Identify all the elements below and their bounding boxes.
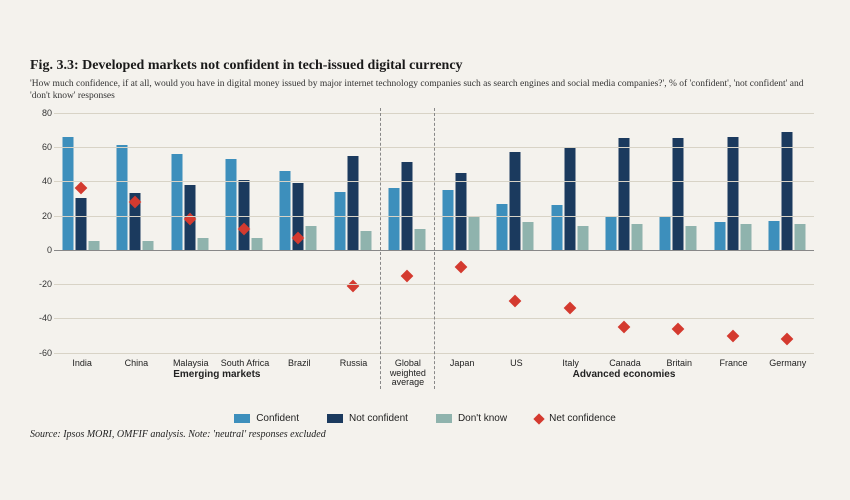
category-group: Italy xyxy=(543,113,597,353)
x-axis-label: Germany xyxy=(760,359,816,369)
category-group: Germany xyxy=(760,113,814,353)
section-divider xyxy=(380,108,381,389)
legend-label: Not confident xyxy=(349,413,408,424)
legend-item-not-confident: Not confident xyxy=(327,413,408,424)
net-marker xyxy=(400,269,413,282)
legend-item-net: Net confidence xyxy=(535,413,616,424)
figure-source: Source: Ipsos MORI, OMFIF analysis. Note… xyxy=(30,429,326,440)
net-marker xyxy=(726,329,739,342)
y-axis-label: 0 xyxy=(30,245,52,255)
category-group: Russia xyxy=(325,113,379,353)
x-axis-label: China xyxy=(108,359,164,369)
x-axis-label: Britain xyxy=(651,359,707,369)
y-axis-label: -40 xyxy=(30,313,52,323)
y-axis-label: -20 xyxy=(30,279,52,289)
legend: Confident Not confident Don't know Net c… xyxy=(30,413,820,424)
x-axis-label: US xyxy=(488,359,544,369)
section-label: Advanced economies xyxy=(573,369,676,380)
x-axis-label: Brazil xyxy=(271,359,327,369)
y-axis-label: 20 xyxy=(30,211,52,221)
figure-inner: Fig. 3.3: Developed markets not confiden… xyxy=(30,58,820,442)
diamond-icon xyxy=(533,413,544,424)
category-group: India xyxy=(54,113,108,353)
plot-area: IndiaChinaMalaysiaSouth AfricaBrazilRuss… xyxy=(54,113,814,353)
x-axis-label: Italy xyxy=(543,359,599,369)
net-marker xyxy=(563,302,576,315)
x-axis-label: France xyxy=(705,359,761,369)
x-axis-label: Malaysia xyxy=(163,359,219,369)
x-axis-label: South Africa xyxy=(217,359,273,369)
net-marker xyxy=(346,279,359,292)
y-axis-label: -60 xyxy=(30,348,52,358)
x-axis-label: Global weighted average xyxy=(380,359,436,389)
category-group: Global weighted average xyxy=(380,113,434,353)
category-group: Britain xyxy=(651,113,705,353)
category-group: US xyxy=(488,113,542,353)
net-marker xyxy=(672,322,685,335)
category-group: South Africa xyxy=(217,113,271,353)
x-axis-label: Japan xyxy=(434,359,490,369)
legend-label: Confident xyxy=(256,413,299,424)
swatch-icon xyxy=(234,414,250,423)
net-marker xyxy=(780,333,793,346)
section-label: Emerging markets xyxy=(173,369,260,380)
legend-label: Net confidence xyxy=(549,413,616,424)
figure-subtitle: 'How much confidence, if at all, would y… xyxy=(30,78,820,103)
y-axis-label: 40 xyxy=(30,176,52,186)
figure-title: Fig. 3.3: Developed markets not confiden… xyxy=(30,58,820,74)
category-group: France xyxy=(705,113,759,353)
x-axis-label: Russia xyxy=(325,359,381,369)
net-marker xyxy=(455,261,468,274)
category-group: Canada xyxy=(597,113,651,353)
swatch-icon xyxy=(436,414,452,423)
category-group: Brazil xyxy=(271,113,325,353)
figure-container: Fig. 3.3: Developed markets not confiden… xyxy=(0,0,850,500)
section-divider xyxy=(434,108,435,389)
y-axis-label: 60 xyxy=(30,142,52,152)
x-axis-label: Canada xyxy=(597,359,653,369)
y-axis-label: 80 xyxy=(30,108,52,118)
category-group: Japan xyxy=(434,113,488,353)
legend-item-dont-know: Don't know xyxy=(436,413,507,424)
legend-label: Don't know xyxy=(458,413,507,424)
category-group: Malaysia xyxy=(163,113,217,353)
legend-item-confident: Confident xyxy=(234,413,299,424)
chart-area: IndiaChinaMalaysiaSouth AfricaBrazilRuss… xyxy=(30,113,820,393)
net-marker xyxy=(509,295,522,308)
net-marker xyxy=(618,321,631,334)
x-axis-label: India xyxy=(54,359,110,369)
category-group: China xyxy=(108,113,162,353)
swatch-icon xyxy=(327,414,343,423)
